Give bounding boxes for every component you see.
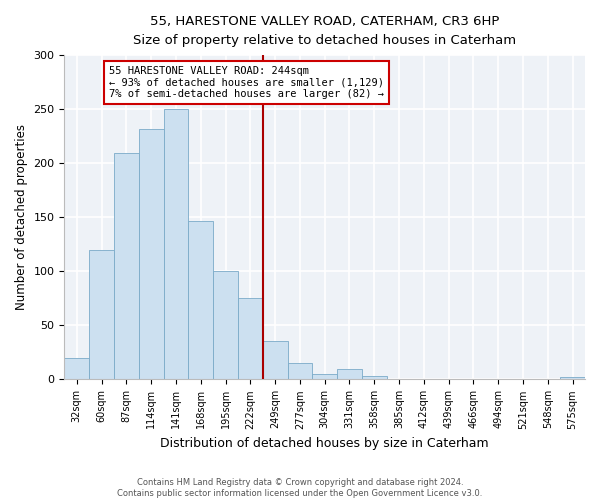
Bar — [139, 128, 164, 380]
Bar — [188, 220, 213, 380]
Text: Contains HM Land Registry data © Crown copyright and database right 2024.
Contai: Contains HM Land Registry data © Crown c… — [118, 478, 482, 498]
Bar — [337, 368, 362, 380]
Bar — [238, 298, 263, 380]
Bar — [560, 378, 585, 380]
Text: 55 HARESTONE VALLEY ROAD: 244sqm
← 93% of detached houses are smaller (1,129)
7%: 55 HARESTONE VALLEY ROAD: 244sqm ← 93% o… — [109, 66, 384, 99]
Title: 55, HARESTONE VALLEY ROAD, CATERHAM, CR3 6HP
Size of property relative to detach: 55, HARESTONE VALLEY ROAD, CATERHAM, CR3… — [133, 15, 516, 47]
Bar — [164, 109, 188, 380]
Bar — [313, 374, 337, 380]
Bar — [114, 154, 139, 380]
Bar — [287, 363, 313, 380]
Bar — [89, 250, 114, 380]
Bar — [263, 340, 287, 380]
Y-axis label: Number of detached properties: Number of detached properties — [15, 124, 28, 310]
X-axis label: Distribution of detached houses by size in Caterham: Distribution of detached houses by size … — [160, 437, 489, 450]
Bar — [213, 272, 238, 380]
Bar — [362, 376, 386, 380]
Bar — [64, 358, 89, 380]
